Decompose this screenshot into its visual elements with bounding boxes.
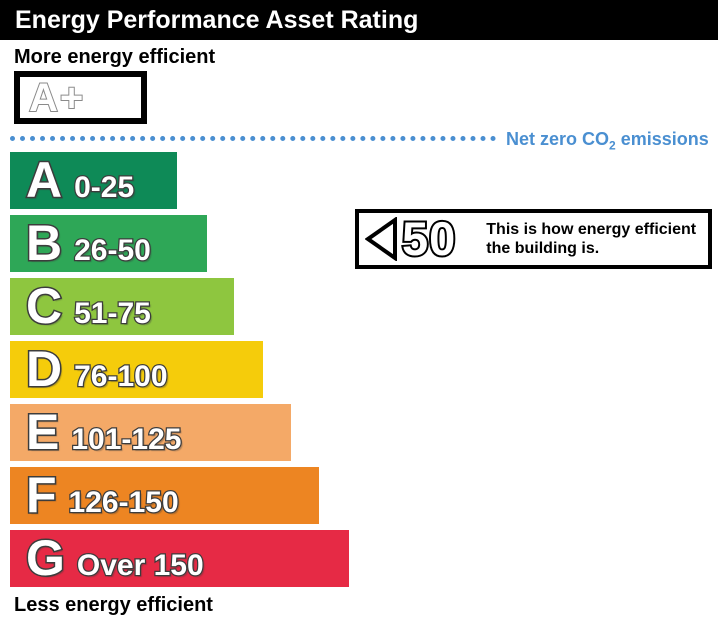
a-plus-band-box: A+ (14, 71, 147, 124)
band-letter: B (24, 214, 63, 273)
band-range: 51-75 (73, 296, 152, 332)
band-row-e: E 101-125 (10, 403, 718, 462)
rating-description-line1: This is how energy efficient (486, 221, 697, 238)
band-bar-g: G Over 150 (10, 529, 349, 588)
rating-bands: A 0-25 B 26-50 C 51-75 D 76-100 E 101-125 F 12… (10, 151, 718, 588)
net-zero-row: Net zero CO2 emissions (0, 128, 718, 153)
page-title: Energy Performance Asset Rating (0, 0, 718, 40)
less-efficient-label: Less energy efficient (14, 594, 213, 616)
band-row-g: G Over 150 (10, 529, 718, 588)
band-letter: D (24, 340, 63, 399)
net-zero-dotted-line (10, 136, 496, 141)
band-bar-f: F 126-150 (10, 466, 319, 525)
band-row-d: D 76-100 (10, 340, 718, 399)
net-zero-text: Net zero CO (506, 129, 610, 149)
net-zero-text-suffix: emissions (615, 129, 709, 149)
rating-value: 50 (400, 212, 457, 266)
band-row-b: B 26-50 (10, 214, 718, 273)
band-bar-b: B 26-50 (10, 214, 207, 273)
band-bar-c: C 51-75 (10, 277, 234, 336)
band-range: 76-100 (73, 359, 169, 395)
band-range: 26-50 (73, 233, 152, 269)
a-plus-band-label: A+ (28, 75, 86, 120)
band-range: Over 150 (76, 548, 205, 584)
band-letter: C (24, 277, 63, 336)
band-letter: E (24, 403, 60, 462)
rating-description-line2: the building is. (486, 240, 600, 257)
rating-description: This is how energy efficient the buildin… (486, 220, 696, 258)
band-range: 126-150 (67, 485, 180, 521)
more-efficient-label: More energy efficient (14, 46, 216, 68)
net-zero-label: Net zero CO2 emissions (506, 129, 709, 156)
band-row-c: C 51-75 (10, 277, 718, 336)
band-bar-a: A 0-25 (10, 151, 177, 210)
band-letter: F (25, 466, 59, 525)
left-arrow-icon (365, 217, 399, 261)
band-range: 0-25 (73, 170, 136, 206)
band-range: 101-125 (70, 422, 183, 458)
net-zero-subscript: 2 (609, 138, 616, 153)
band-letter: G (25, 529, 67, 588)
band-bar-d: D 76-100 (10, 340, 263, 399)
rating-indicator-box: 50 This is how energy efficient the buil… (355, 209, 712, 269)
band-letter: A (24, 151, 63, 210)
band-bar-e: E 101-125 (10, 403, 291, 462)
band-row-f: F 126-150 (10, 466, 718, 525)
band-row-a: A 0-25 (10, 151, 718, 210)
